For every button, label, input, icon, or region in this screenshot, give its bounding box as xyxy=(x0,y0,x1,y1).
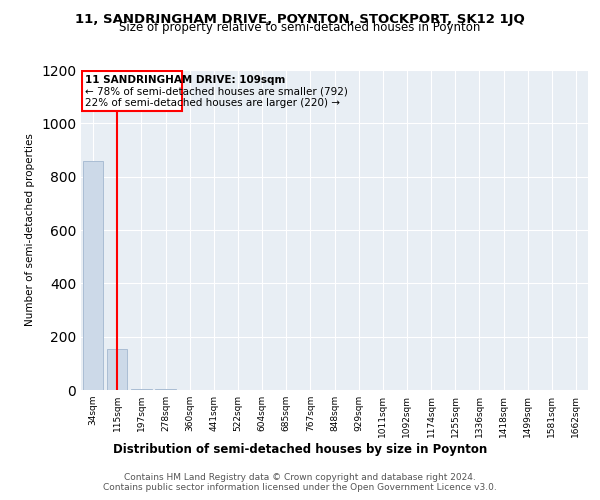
Text: Contains HM Land Registry data © Crown copyright and database right 2024.: Contains HM Land Registry data © Crown c… xyxy=(124,472,476,482)
Bar xyxy=(131,388,152,390)
Text: Contains public sector information licensed under the Open Government Licence v3: Contains public sector information licen… xyxy=(103,482,497,492)
Text: ← 78% of semi-detached houses are smaller (792): ← 78% of semi-detached houses are smalle… xyxy=(85,87,348,97)
Text: 11 SANDRINGHAM DRIVE: 109sqm: 11 SANDRINGHAM DRIVE: 109sqm xyxy=(85,74,286,85)
FancyBboxPatch shape xyxy=(82,72,182,110)
Text: 22% of semi-detached houses are larger (220) →: 22% of semi-detached houses are larger (… xyxy=(85,98,340,108)
Text: 11, SANDRINGHAM DRIVE, POYNTON, STOCKPORT, SK12 1JQ: 11, SANDRINGHAM DRIVE, POYNTON, STOCKPOR… xyxy=(75,12,525,26)
Text: Distribution of semi-detached houses by size in Poynton: Distribution of semi-detached houses by … xyxy=(113,442,487,456)
Bar xyxy=(83,160,103,390)
Bar xyxy=(107,348,127,390)
Y-axis label: Number of semi-detached properties: Number of semi-detached properties xyxy=(25,134,35,326)
Text: Size of property relative to semi-detached houses in Poynton: Size of property relative to semi-detach… xyxy=(119,22,481,35)
